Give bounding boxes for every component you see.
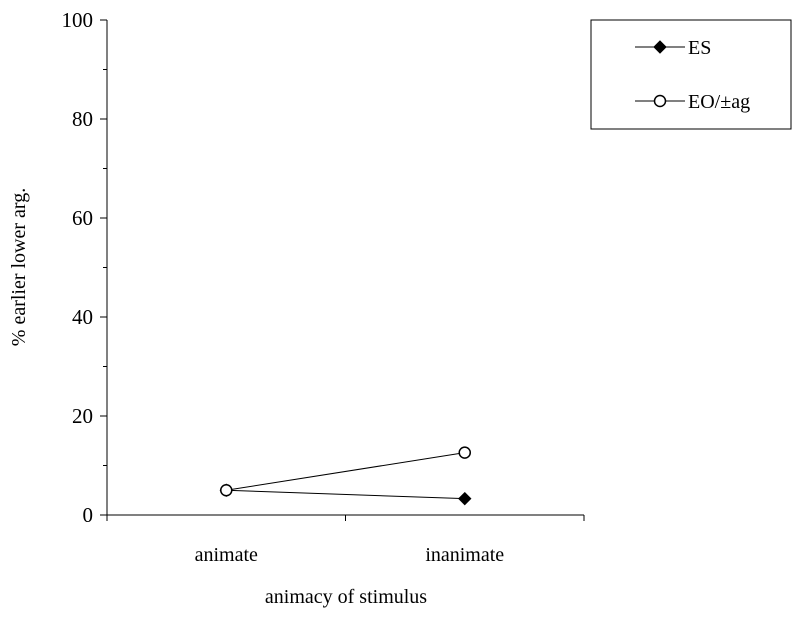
x-ticks: animate inanimate (106, 515, 585, 566)
legend-label: EO/±ag (688, 91, 750, 113)
series-line (226, 489, 465, 500)
data-point (220, 484, 233, 497)
y-ticks: 0 20 40 60 80 100 (62, 8, 107, 527)
y-axis-title: % earlier lower arg. (8, 188, 30, 346)
y-tick-label: 60 (72, 206, 93, 230)
y-tick-label: 100 (62, 8, 94, 32)
series-es (219, 483, 472, 506)
data-point (458, 446, 471, 459)
legend-marker (653, 94, 667, 108)
axes (106, 20, 584, 516)
y-tick-label: 20 (72, 404, 93, 428)
x-category-label: inanimate (425, 544, 504, 566)
y-tick-label: 40 (72, 305, 93, 329)
x-category-label: animate (195, 544, 258, 566)
legend: ES EO/±ag (590, 19, 792, 130)
data-point (458, 491, 472, 506)
x-axis-title: animacy of stimulus (265, 586, 427, 608)
series-eo-ag (220, 446, 471, 497)
legend-label: ES (688, 37, 711, 59)
legend-entry: EO/±ag (635, 91, 750, 113)
legend-box (590, 19, 792, 130)
legend-entry: ES (635, 37, 711, 59)
legend-marker (653, 40, 667, 54)
y-tick-label: 80 (72, 107, 93, 131)
y-tick-label: 0 (83, 503, 94, 527)
series-line (226, 452, 465, 491)
series-group (219, 446, 472, 506)
